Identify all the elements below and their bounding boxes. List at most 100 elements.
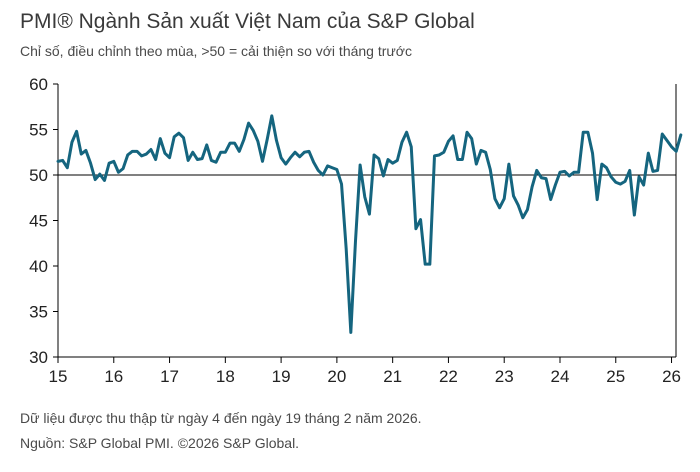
data-point xyxy=(173,136,175,138)
data-point xyxy=(336,168,338,171)
y-tick-label: 30 xyxy=(29,348,48,367)
data-point xyxy=(224,151,226,153)
y-tick-label: 35 xyxy=(29,303,48,322)
data-point xyxy=(57,160,59,162)
data-point xyxy=(261,160,264,162)
data-point xyxy=(354,240,357,243)
data-point xyxy=(252,129,254,132)
data-point xyxy=(108,162,110,164)
data-point xyxy=(266,138,268,141)
data-point xyxy=(192,151,194,153)
chart-subtitle: Chỉ số, điều chỉnh theo mùa, >50 = cải t… xyxy=(20,43,412,59)
data-point xyxy=(624,180,626,182)
data-point xyxy=(331,167,333,169)
data-point xyxy=(503,198,505,200)
data-point xyxy=(577,171,580,173)
data-point xyxy=(652,170,654,172)
data-point xyxy=(610,176,612,178)
data-point xyxy=(345,248,347,250)
data-point xyxy=(494,198,496,200)
data-point xyxy=(150,148,152,151)
data-point xyxy=(294,151,296,153)
data-point xyxy=(666,139,668,142)
data-point xyxy=(387,158,389,161)
data-point xyxy=(164,152,166,154)
data-point xyxy=(447,140,450,142)
x-tick-label: 22 xyxy=(439,367,458,386)
data-point xyxy=(466,131,468,133)
data-point xyxy=(601,163,603,165)
data-point xyxy=(103,179,106,182)
data-point xyxy=(461,158,463,161)
data-point xyxy=(550,198,552,201)
data-point xyxy=(317,169,319,172)
data-point xyxy=(247,122,250,124)
data-point xyxy=(438,154,440,156)
data-point xyxy=(75,130,78,132)
data-point xyxy=(66,167,68,169)
data-point xyxy=(238,150,240,152)
y-tick-label: 45 xyxy=(29,212,48,231)
data-point xyxy=(322,174,324,176)
data-point xyxy=(401,141,403,143)
data-point xyxy=(536,169,538,172)
data-point xyxy=(234,142,236,144)
data-point xyxy=(559,171,561,173)
data-point xyxy=(99,173,101,175)
data-point xyxy=(215,161,217,163)
data-point xyxy=(643,184,645,186)
data-point xyxy=(480,149,482,152)
data-point xyxy=(94,178,96,181)
data-point xyxy=(303,151,305,153)
x-tick-label: 26 xyxy=(662,367,681,386)
data-point xyxy=(471,138,473,140)
data-point xyxy=(605,167,608,169)
data-point xyxy=(201,158,203,160)
data-point xyxy=(127,154,129,156)
data-point xyxy=(615,181,617,183)
data-point xyxy=(368,213,371,215)
data-point xyxy=(89,162,92,164)
x-tick-label: 16 xyxy=(104,367,123,386)
x-tick-label: 18 xyxy=(216,367,235,386)
data-point xyxy=(410,146,412,148)
data-point xyxy=(443,151,445,153)
data-point xyxy=(629,169,631,172)
data-point xyxy=(62,159,64,162)
data-point xyxy=(271,115,273,117)
data-point xyxy=(522,217,524,219)
data-point xyxy=(633,214,635,216)
data-point xyxy=(364,196,366,198)
data-point xyxy=(508,163,510,165)
data-point xyxy=(280,157,282,159)
data-point xyxy=(313,161,315,163)
data-point xyxy=(285,163,287,165)
data-point xyxy=(396,159,398,162)
data-point xyxy=(136,150,138,152)
data-point xyxy=(210,159,212,162)
data-point xyxy=(489,168,491,171)
x-tick-label: 24 xyxy=(551,367,570,386)
data-point xyxy=(229,142,231,144)
data-point xyxy=(638,176,640,178)
data-point xyxy=(159,138,161,140)
x-tick-label: 23 xyxy=(495,367,514,386)
x-tick-label: 17 xyxy=(160,367,179,386)
data-point xyxy=(540,177,542,179)
data-point xyxy=(419,218,422,221)
x-tick-label: 21 xyxy=(383,367,402,386)
data-point xyxy=(168,157,171,159)
data-point xyxy=(680,134,682,136)
data-point xyxy=(647,152,649,154)
data-point xyxy=(220,151,222,153)
data-point xyxy=(452,135,454,137)
data-point xyxy=(596,198,598,201)
data-point xyxy=(582,131,584,133)
x-tick-label: 15 xyxy=(49,367,68,386)
data-point xyxy=(117,171,120,173)
data-point xyxy=(155,158,157,161)
data-point xyxy=(415,228,417,230)
data-point xyxy=(670,146,673,148)
data-point xyxy=(392,162,394,164)
data-point xyxy=(131,150,133,152)
